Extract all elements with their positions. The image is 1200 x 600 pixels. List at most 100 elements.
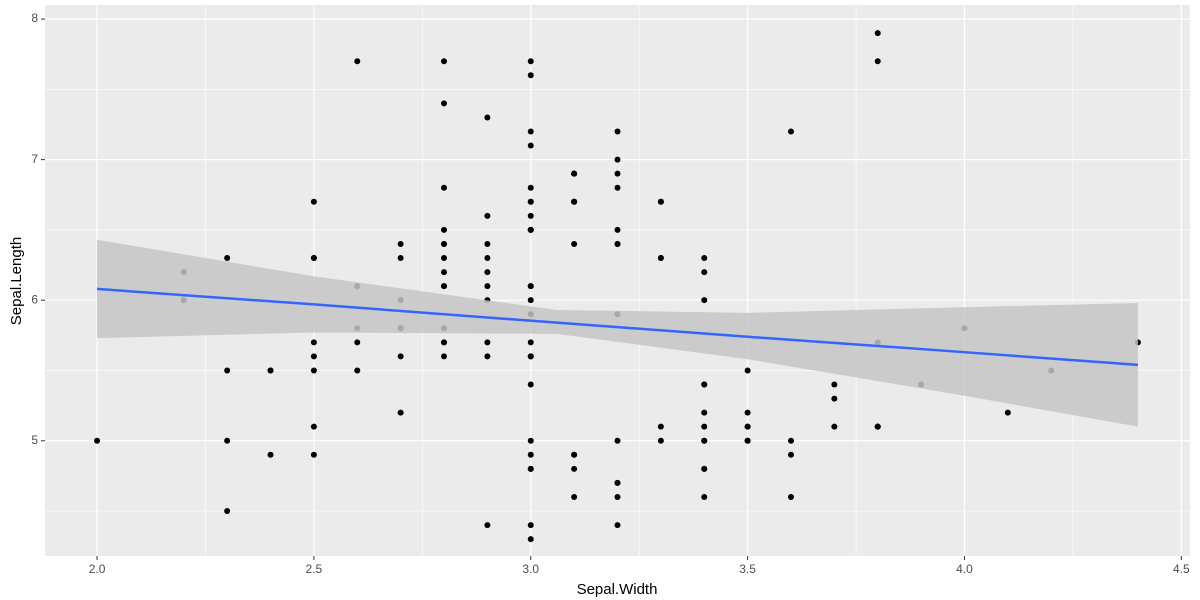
point — [527, 353, 534, 360]
point — [614, 184, 621, 191]
point — [701, 423, 708, 430]
point — [484, 339, 491, 346]
point — [657, 423, 664, 430]
point — [744, 367, 751, 374]
point — [701, 381, 708, 388]
point — [484, 240, 491, 247]
trend-line — [96, 287, 1139, 367]
point — [831, 423, 838, 430]
point — [744, 423, 751, 430]
point — [527, 381, 534, 388]
point — [527, 339, 534, 346]
point — [484, 353, 491, 360]
point — [310, 367, 317, 374]
point — [484, 522, 491, 529]
point — [310, 423, 317, 430]
point — [397, 240, 404, 247]
point — [441, 184, 448, 191]
point — [571, 240, 578, 247]
point — [527, 128, 534, 135]
point — [527, 58, 534, 65]
point — [701, 297, 708, 304]
y-axis-title: Sepal.Length — [8, 237, 25, 325]
point — [527, 536, 534, 543]
point — [397, 409, 404, 416]
point — [267, 367, 274, 374]
point — [441, 58, 448, 65]
point — [527, 451, 534, 458]
point — [441, 339, 448, 346]
point — [701, 269, 708, 276]
point — [527, 226, 534, 233]
point — [787, 451, 794, 458]
point — [310, 198, 317, 205]
point — [527, 522, 534, 529]
point — [831, 381, 838, 388]
point — [874, 58, 881, 65]
point — [744, 437, 751, 444]
point — [874, 30, 881, 37]
point — [527, 465, 534, 472]
point — [310, 451, 317, 458]
point — [484, 283, 491, 290]
point — [354, 58, 361, 65]
point — [527, 198, 534, 205]
y-tick-label: 8 — [31, 11, 38, 25]
point — [527, 297, 534, 304]
point — [94, 437, 101, 444]
point — [1004, 409, 1011, 416]
point — [744, 409, 751, 416]
point — [527, 283, 534, 290]
point — [571, 198, 578, 205]
point — [657, 437, 664, 444]
point — [310, 255, 317, 262]
point — [571, 465, 578, 472]
point — [310, 353, 317, 360]
y-tick-label: 7 — [31, 152, 38, 166]
point — [701, 255, 708, 262]
point — [874, 423, 881, 430]
point — [397, 255, 404, 262]
x-tick-label: 4.0 — [956, 562, 973, 576]
point — [527, 212, 534, 219]
point — [701, 493, 708, 500]
point — [614, 522, 621, 529]
point — [614, 437, 621, 444]
point — [701, 465, 708, 472]
point — [527, 437, 534, 444]
x-tick-label: 3.5 — [739, 562, 756, 576]
point — [657, 255, 664, 262]
point — [787, 437, 794, 444]
point — [527, 72, 534, 79]
point — [267, 451, 274, 458]
point — [614, 479, 621, 486]
point — [614, 493, 621, 500]
point — [484, 255, 491, 262]
point — [527, 184, 534, 191]
point — [441, 269, 448, 276]
point — [224, 367, 231, 374]
x-tick-label: 2.5 — [306, 562, 323, 576]
point — [441, 255, 448, 262]
point — [787, 493, 794, 500]
point — [441, 226, 448, 233]
point — [614, 170, 621, 177]
point — [441, 283, 448, 290]
point — [701, 409, 708, 416]
point — [224, 508, 231, 515]
point — [224, 255, 231, 262]
point — [614, 128, 621, 135]
x-axis-title: Sepal.Width — [577, 581, 658, 598]
point — [527, 142, 534, 149]
point — [831, 395, 838, 402]
point — [571, 451, 578, 458]
point — [224, 437, 231, 444]
point — [701, 437, 708, 444]
point — [441, 353, 448, 360]
confidence-band — [97, 239, 1138, 427]
point — [354, 367, 361, 374]
x-tick-label: 3.0 — [522, 562, 539, 576]
point — [614, 240, 621, 247]
y-tick-label: 6 — [31, 292, 38, 306]
point — [787, 128, 794, 135]
